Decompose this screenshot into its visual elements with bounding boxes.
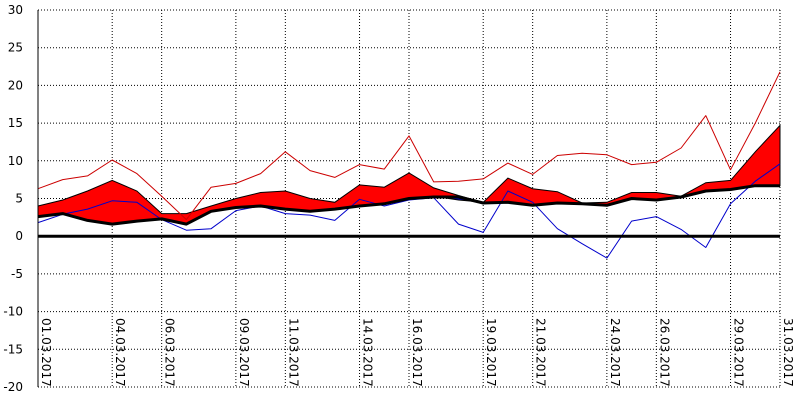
x-tick-label-11: 29.03.2017 — [732, 318, 746, 387]
x-tick-label-8: 21.03.2017 — [534, 318, 548, 387]
y-tick-label-1: -15 — [3, 342, 23, 356]
y-tick-label-6: 10 — [8, 154, 23, 168]
max-series-line — [37, 71, 781, 221]
y-tick-label-0: -20 — [3, 380, 23, 394]
series-lines — [37, 71, 781, 259]
x-tick-label-1: 04.03.2017 — [113, 318, 127, 387]
x-tick-label-9: 24.03.2017 — [608, 318, 622, 387]
y-tick-label-3: -5 — [11, 267, 23, 281]
y-tick-label-5: 5 — [15, 192, 23, 206]
x-tick-label-5: 14.03.2017 — [361, 318, 375, 387]
x-tick-label-2: 06.03.2017 — [163, 318, 177, 387]
y-tick-label-7: 15 — [8, 116, 23, 130]
x-tick-label-0: 01.03.2017 — [39, 318, 53, 387]
x-tick-label-7: 19.03.2017 — [484, 318, 498, 387]
x-tick-labels: 01.03.2017 04.03.2017 06.03.2017 09.03.2017… — [39, 318, 795, 387]
x-tick-label-4: 11.03.2017 — [286, 318, 300, 387]
y-tick-label-4: 0 — [15, 229, 23, 243]
y-tick-label-9: 25 — [8, 41, 23, 55]
x-tick-label-6: 16.03.2017 — [410, 318, 424, 387]
x-tick-label-12: 31.03.2017 — [781, 318, 795, 387]
mean-series-line — [37, 184, 780, 226]
x-tick-label-3: 09.03.2017 — [237, 318, 251, 387]
y-tick-label-2: -10 — [3, 305, 23, 319]
y-tick-label-10: 30 — [8, 3, 23, 17]
y-tick-label-8: 20 — [8, 78, 23, 92]
x-tick-label-10: 26.03.2017 — [657, 318, 671, 387]
y-tick-labels: -20 -15 -10 -5 0 5 10 15 20 25 30 — [3, 3, 23, 394]
